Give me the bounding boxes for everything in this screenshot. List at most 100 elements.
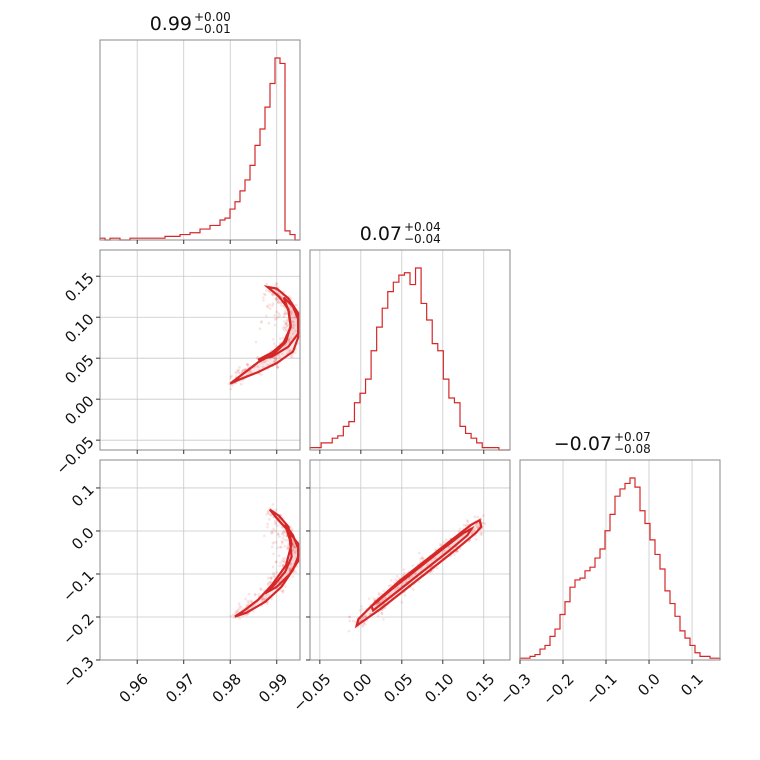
- scatter-point: [285, 323, 289, 326]
- scatter-point: [282, 534, 286, 537]
- scatter-point: [272, 574, 275, 578]
- scatter-point: [452, 553, 456, 556]
- scatter-point: [360, 605, 363, 608]
- scatter-point: [284, 326, 287, 330]
- x-tick-label: −0.1: [582, 670, 620, 708]
- scatter-point: [272, 541, 276, 544]
- scatter-point: [238, 617, 242, 620]
- x-tick-label: 0.96: [116, 670, 152, 706]
- scatter-point: [291, 326, 294, 329]
- scatter-point: [270, 545, 274, 549]
- scatter-point: [237, 371, 241, 375]
- scatter-point: [259, 588, 263, 592]
- scatter-point: [275, 524, 279, 527]
- scatter-point: [377, 601, 381, 605]
- scatter-point: [280, 352, 284, 356]
- scatter-point: [476, 515, 480, 519]
- panel-title-2: −0.07 +0.07−0.08: [554, 430, 651, 456]
- scatter-point: [251, 609, 255, 613]
- scatter-point: [274, 560, 278, 564]
- scatter-point: [361, 624, 365, 628]
- scatter-point: [286, 538, 290, 542]
- x-tick-label: −0.2: [539, 670, 577, 708]
- scatter-point: [264, 314, 268, 318]
- title-upper: +0.04: [404, 220, 441, 234]
- scatter-point: [295, 303, 298, 307]
- grid: [310, 460, 510, 661]
- panel-frame: [309, 459, 511, 661]
- scatter-point: [434, 556, 438, 560]
- scatter-point: [273, 572, 276, 576]
- scatter-point: [272, 527, 275, 531]
- scatter-point: [266, 581, 270, 585]
- scatter-point: [246, 363, 249, 366]
- scatter-point: [276, 315, 280, 319]
- scatter-point: [294, 570, 297, 574]
- grid: [100, 250, 300, 450]
- scatter-point: [284, 328, 288, 331]
- scatter-point: [236, 369, 240, 373]
- scatter-point: [266, 511, 270, 514]
- scatter-point: [260, 597, 264, 601]
- scatter-point: [265, 359, 268, 362]
- x-tick-label: −0.05: [289, 670, 334, 715]
- scatter-point: [270, 576, 274, 580]
- scatter-point: [382, 618, 385, 621]
- scatter-point: [418, 551, 421, 555]
- scatter-point: [260, 373, 263, 377]
- y-tick-label: 0.05: [61, 351, 97, 387]
- scatter-point: [367, 597, 371, 600]
- scatter-point: [267, 594, 270, 597]
- scatter-point: [264, 293, 267, 297]
- panel-frame: [309, 249, 511, 451]
- scatter-point: [281, 591, 285, 594]
- scatter-point: [293, 545, 296, 549]
- scatter-point: [287, 544, 290, 547]
- panel-frame: [99, 249, 301, 451]
- scatter-point: [289, 355, 293, 358]
- scatter-point: [274, 358, 278, 361]
- scatter-point: [229, 376, 233, 379]
- scatter-point: [230, 384, 234, 387]
- scatter-point: [246, 600, 250, 603]
- scatter-point: [275, 560, 278, 564]
- scatter-point: [229, 614, 233, 618]
- scatter-point: [265, 602, 269, 606]
- scatter-point: [283, 310, 287, 313]
- scatter-point: [278, 337, 282, 341]
- scatter-point: [266, 525, 269, 529]
- scatter-point: [281, 304, 285, 308]
- scatter-point: [257, 592, 261, 596]
- scatter-point: [277, 533, 280, 536]
- scatter-point: [411, 564, 415, 567]
- scatter-point: [413, 572, 417, 576]
- scatter-point: [282, 531, 286, 535]
- scatter-point: [275, 282, 279, 286]
- scatter-point: [358, 609, 362, 612]
- scatter-point: [421, 556, 425, 560]
- scatter-point: [273, 356, 277, 359]
- scatter-point: [239, 605, 243, 609]
- scatter-point: [253, 603, 257, 607]
- scatter-point: [282, 557, 285, 560]
- scatter-point: [283, 529, 287, 533]
- scatter-point: [282, 559, 286, 562]
- scatter-point: [418, 580, 421, 583]
- scatter-point: [364, 614, 368, 618]
- scatter-point: [274, 521, 277, 525]
- scatter-point: [278, 564, 282, 568]
- scatter-point: [269, 580, 272, 584]
- scatter-point: [390, 579, 393, 582]
- scatter-point: [246, 363, 249, 367]
- scatter-point: [473, 515, 477, 519]
- scatter-point: [348, 619, 352, 623]
- scatter-point: [266, 583, 270, 587]
- scatter-point: [230, 374, 234, 378]
- title-value: 0.07: [360, 223, 402, 245]
- scatter-point: [279, 545, 282, 549]
- scatter-point: [274, 344, 278, 348]
- y-tick-label: 0.0: [68, 524, 98, 554]
- panel-title-0: 0.99 +0.00−0.01: [150, 10, 231, 36]
- scatter-point: [282, 312, 286, 316]
- scatter-point: [281, 536, 285, 540]
